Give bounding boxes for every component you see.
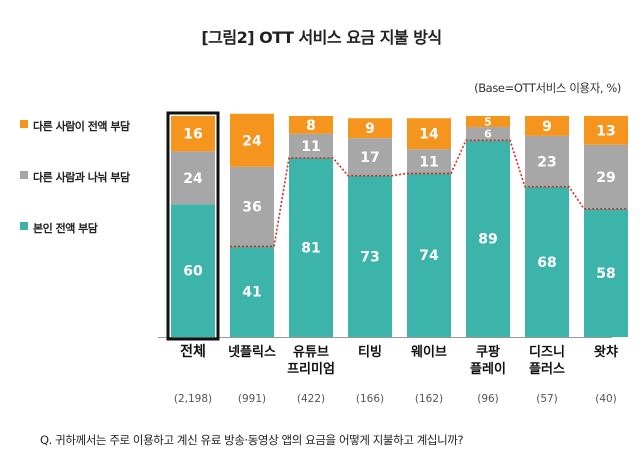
chart-title: [그림2] OTT 서비스 요금 지불 방식: [201, 28, 442, 47]
bar-segment-self-4: [407, 173, 451, 337]
sample-size-5: (96): [477, 393, 499, 405]
data-label-other-0: 16: [183, 127, 202, 143]
sample-size-6: (57): [536, 393, 558, 405]
data-label-split-1: 36: [242, 200, 261, 216]
category-label-6-1: 플러스: [529, 361, 565, 377]
bar-segment-split-2: [289, 133, 333, 158]
survey-question: Q. 귀하께서는 주로 이용하고 계신 유료 방송·동영상 앱의 요금을 어떻게…: [40, 433, 464, 447]
sample-size-4: (162): [415, 393, 443, 405]
legend-swatch-split: [20, 171, 28, 179]
category-label-3-0: 티빙: [358, 344, 382, 360]
data-label-other-5: 5: [484, 116, 492, 129]
bar-segment-other-3: [348, 118, 392, 139]
category-label-6-0: 디즈니: [529, 344, 565, 360]
legend-label-other: 다른 사람이 전액 부담: [33, 120, 130, 133]
category-label-1-0: 넷플릭스: [228, 345, 276, 360]
bar-segment-self-3: [348, 175, 392, 337]
data-label-other-2: 8: [306, 118, 316, 134]
bar-segment-split-0: [171, 151, 215, 205]
data-label-other-3: 9: [365, 121, 375, 137]
category-label-0-0: 전체: [180, 343, 206, 360]
highlight-border: [166, 111, 220, 341]
bar-segment-self-7: [584, 208, 628, 337]
bar-segment-other-7: [584, 116, 628, 145]
bar-segment-self-5: [466, 140, 510, 337]
data-label-other-4: 14: [419, 127, 439, 143]
category-label-7-0: 왓챠: [594, 344, 618, 360]
bar-segment-other-2: [289, 116, 333, 134]
data-label-split-3: 17: [360, 150, 379, 166]
sample-size-3: (166): [356, 393, 384, 405]
bar-segment-self-1: [230, 246, 274, 337]
bar-segment-split-4: [407, 149, 451, 174]
category-label-2-1: 프리미엄: [287, 361, 335, 377]
data-label-split-4: 11: [419, 154, 438, 170]
bar-segment-split-3: [348, 138, 392, 176]
sample-size-2: (422): [297, 393, 325, 405]
data-label-split-5: 6: [484, 128, 492, 141]
bar-segment-other-4: [407, 118, 451, 150]
bar-segment-split-7: [584, 144, 628, 209]
data-label-self-4: 74: [419, 248, 439, 264]
data-label-self-1: 41: [242, 285, 261, 301]
bar-segment-other-6: [525, 116, 569, 136]
bar-segment-other-0: [171, 116, 215, 152]
bar-segment-split-1: [230, 166, 274, 247]
bar-segment-split-5: [466, 127, 510, 141]
sample-size-7: (40): [595, 393, 617, 405]
base-note: (Base=OTT서비스 이용자, %): [474, 81, 621, 95]
data-label-self-5: 89: [478, 232, 497, 248]
data-label-self-3: 73: [360, 249, 379, 265]
category-label-5-0: 쿠팡: [476, 344, 500, 360]
data-label-split-2: 11: [301, 139, 320, 155]
data-label-split-6: 23: [537, 154, 556, 170]
data-label-split-7: 29: [596, 170, 615, 186]
bar-segment-other-5: [466, 116, 510, 128]
data-label-self-0: 60: [183, 264, 203, 280]
bar-segment-self-0: [171, 204, 215, 337]
category-label-4-0: 웨이브: [411, 344, 447, 360]
legend-swatch-self: [20, 222, 28, 230]
bar-segment-self-6: [525, 186, 569, 337]
data-label-other-1: 24: [242, 133, 262, 149]
bar-segment-split-6: [525, 135, 569, 187]
sample-size-1: (991): [238, 393, 266, 405]
data-label-self-6: 68: [537, 255, 556, 271]
data-label-self-7: 58: [596, 266, 615, 282]
category-label-5-1: 플레이: [470, 361, 506, 377]
data-label-other-7: 13: [596, 123, 615, 139]
category-label-2-0: 유튜브: [293, 345, 329, 360]
data-label-other-6: 9: [542, 119, 552, 135]
data-label-split-0: 24: [183, 171, 203, 187]
legend-label-self: 본인 전액 부담: [33, 222, 98, 235]
sample-size-0: (2,198): [174, 393, 212, 405]
data-label-self-2: 81: [301, 240, 320, 256]
legend-swatch-other: [20, 120, 28, 128]
legend-label-split: 다른 사람과 나눠 부담: [33, 171, 130, 184]
self-trend-dotted-line: [230, 139, 628, 248]
bar-segment-self-2: [289, 157, 333, 337]
bar-segment-other-1: [230, 113, 274, 167]
